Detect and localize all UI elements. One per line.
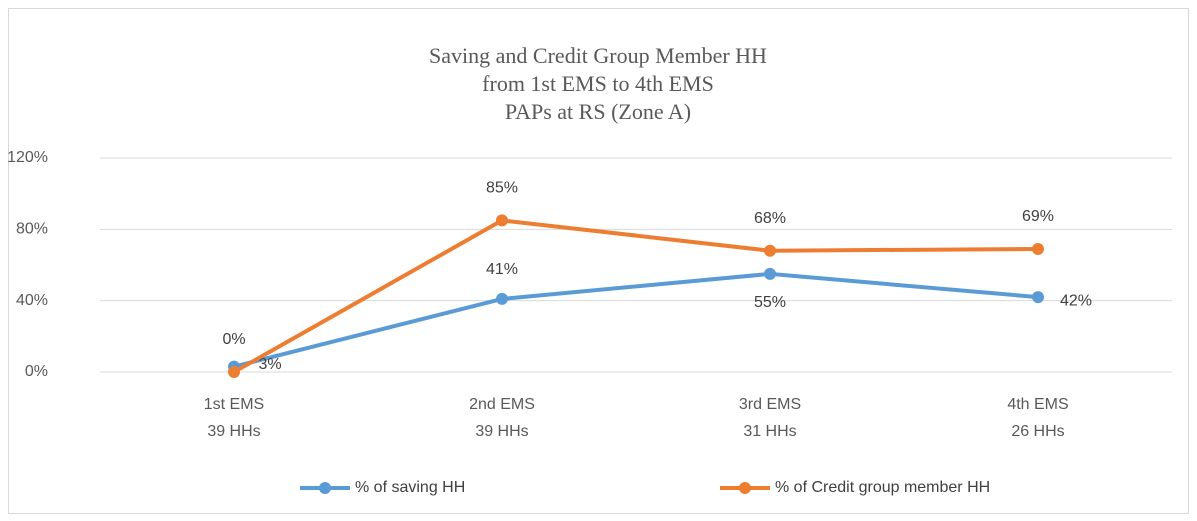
- x-tick-label: 39 HHs: [475, 423, 528, 440]
- legend-marker: [739, 482, 751, 494]
- x-tick-label: 2nd EMS: [469, 396, 535, 413]
- series-line: [233, 271, 1039, 369]
- data-label: 69%: [1022, 208, 1054, 225]
- data-label: 55%: [754, 294, 786, 311]
- legend-label: % of Credit group member HH: [775, 479, 990, 496]
- data-label: 0%: [222, 331, 245, 348]
- series-line: [233, 218, 1039, 374]
- x-tick-label: 31 HHs: [743, 423, 796, 440]
- y-tick-label: 40%: [16, 292, 48, 309]
- data-label: 85%: [486, 180, 518, 197]
- point: [496, 214, 508, 227]
- data-label: 68%: [754, 210, 786, 227]
- point: [228, 366, 240, 378]
- point: [764, 267, 776, 280]
- chart-title: PAPs at RS (Zone A): [505, 99, 691, 124]
- legend-label: % of saving HH: [355, 479, 465, 496]
- legend-marker: [319, 482, 331, 494]
- point: [1032, 242, 1044, 255]
- y-tick-label: 120%: [7, 149, 48, 166]
- x-tick-label: 39 HHs: [207, 423, 260, 440]
- x-tick-label: 3rd EMS: [739, 396, 801, 413]
- point: [1032, 291, 1044, 304]
- chart-title: from 1st EMS to 4th EMS: [482, 71, 714, 96]
- y-tick-label: 0%: [25, 363, 48, 380]
- y-tick-label: 80%: [16, 221, 48, 238]
- point: [496, 292, 508, 305]
- x-tick-label: 1st EMS: [204, 396, 264, 413]
- data-label: 3%: [258, 356, 281, 373]
- data-label: 41%: [486, 261, 518, 278]
- chart-frame: [8, 8, 1189, 514]
- x-tick-label: 4th EMS: [1007, 396, 1068, 413]
- point: [764, 244, 776, 257]
- data-label: 42%: [1060, 292, 1092, 309]
- x-tick-label: 26 HHs: [1011, 423, 1064, 440]
- chart-title: Saving and Credit Group Member HH: [429, 43, 767, 68]
